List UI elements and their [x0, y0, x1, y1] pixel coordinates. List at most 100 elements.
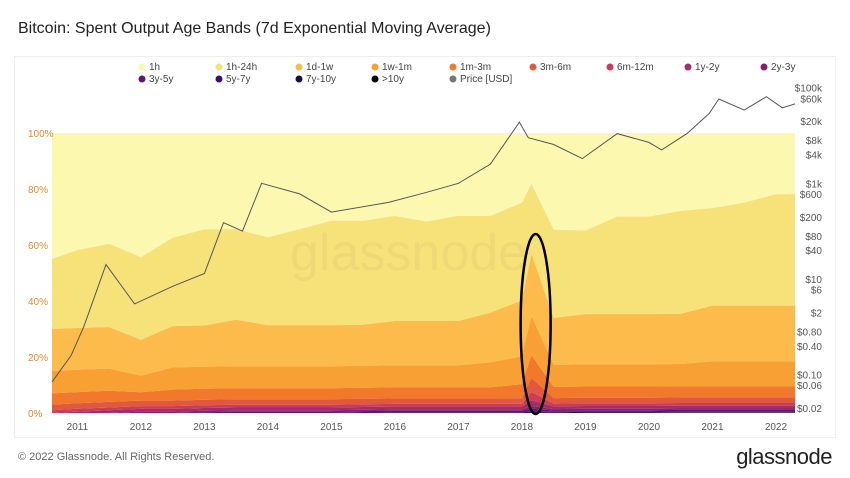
x-tick-label: 2011	[67, 422, 89, 433]
legend-marker-icon	[760, 63, 768, 71]
legend-label: 1d-1w	[306, 62, 334, 73]
annotation-ellipse	[519, 232, 552, 416]
legend-label: 1w-1m	[382, 62, 412, 73]
area-1y2y	[52, 400, 795, 413]
legend-marker-icon	[449, 75, 457, 83]
legend-marker-icon	[295, 75, 303, 83]
legend-item[interactable]: 3y-5y	[138, 74, 174, 85]
y-right-tick-label: $0.10	[797, 371, 822, 382]
legend-marker-icon	[606, 63, 614, 71]
legend-item[interactable]: 6m-12m	[606, 62, 654, 73]
y-right-tick-label: $80	[805, 232, 822, 243]
legend: 1h 1h-24h 1d-1w 1w-1m 1m-3m 3m-6m 6m-12m 1y-2y 2…	[138, 62, 796, 85]
legend-label: 7y-10y	[306, 74, 336, 85]
legend-marker-icon	[684, 63, 692, 71]
chart-card	[14, 56, 836, 438]
legend-item[interactable]: 1h-24h	[215, 62, 258, 73]
x-tick-label: 2015	[320, 422, 343, 433]
legend-item[interactable]: 1y-2y	[684, 62, 720, 73]
y-right-tick-label: $0.02	[797, 404, 822, 415]
area-1m3m	[52, 355, 795, 405]
legend-label: 5y-7y	[226, 74, 250, 85]
y-right-tick-label: $20k	[800, 117, 823, 128]
legend-label: 2y-3y	[771, 62, 795, 73]
y-right-tick-label: $40	[805, 246, 822, 257]
brand-logo: glassnode	[736, 444, 832, 469]
chart-title: Bitcoin: Spent Output Age Bands (7d Expo…	[18, 20, 491, 37]
area-1h	[52, 133, 795, 259]
y-right-tick-label: $0.06	[797, 381, 822, 392]
area-2y3y	[52, 406, 795, 413]
axes: 2011 2012 2013 2014 2015 2016 2017 2018 2019 2020…	[28, 84, 823, 433]
price-line	[51, 96, 796, 383]
area-7y10y	[52, 412, 795, 413]
legend-label: 1m-3m	[460, 62, 491, 73]
area-1h24h	[52, 183, 795, 340]
legend-item[interactable]: Price [USD]	[449, 74, 513, 85]
y-right-tick-label: $8k	[806, 136, 823, 147]
y-right-tick-label: $2	[811, 308, 823, 319]
area-1d1w	[52, 254, 795, 376]
legend-marker-icon	[215, 63, 223, 71]
area-1w1m	[52, 315, 795, 394]
x-tick-label: 2021	[701, 422, 724, 433]
legend-marker-icon	[371, 63, 379, 71]
y-right-tick-label: $0.40	[797, 342, 822, 353]
x-tick-label: 2022	[765, 422, 788, 433]
legend-label: 3y-5y	[149, 74, 173, 85]
annotation	[519, 232, 552, 416]
legend-label: >10y	[382, 74, 404, 85]
x-tick-label: 2017	[447, 422, 470, 433]
price-series	[51, 96, 796, 383]
y-right-tick-label: $100k	[795, 84, 823, 95]
legend-marker-icon	[215, 75, 223, 83]
copyright: © 2022 Glassnode. All Rights Reserved.	[18, 451, 215, 463]
legend-item[interactable]: 1d-1w	[295, 62, 335, 73]
area-3m6m	[52, 377, 795, 411]
y-right-tick-label: $200	[800, 213, 823, 224]
x-tick-label: 2016	[384, 422, 407, 433]
legend-label: 1y-2y	[695, 62, 719, 73]
legend-item[interactable]: 5y-7y	[215, 74, 251, 85]
y-right-tick-label: $60k	[800, 94, 823, 105]
legend-item[interactable]: 7y-10y	[295, 74, 337, 85]
y-left-tick-label: 20%	[28, 353, 48, 364]
area-5y7y	[52, 411, 795, 413]
x-tick-label: 2019	[574, 422, 597, 433]
watermark: glassnode	[290, 224, 527, 282]
legend-label: 3m-6m	[540, 62, 571, 73]
y-right-tick-label: $6	[811, 286, 823, 297]
legend-item[interactable]: 2y-3y	[760, 62, 796, 73]
y-right-tick-label: $600	[800, 190, 823, 201]
legend-label: 1h	[149, 62, 160, 73]
y-right-tick-label: $0.80	[797, 327, 822, 338]
y-right-tick-label: $1k	[806, 179, 823, 190]
y-left-tick-label: 60%	[28, 241, 48, 252]
legend-label: Price [USD]	[460, 74, 512, 85]
y-right-tick-label: $4k	[806, 151, 823, 162]
stacked-areas	[52, 133, 795, 413]
y-left-tick-label: 40%	[28, 297, 48, 308]
legend-marker-icon	[449, 63, 457, 71]
area-3y5y	[52, 408, 795, 413]
legend-item[interactable]: 1h	[138, 62, 161, 73]
x-tick-label: 2014	[257, 422, 280, 433]
y-right-tick-label: $10	[805, 275, 822, 286]
legend-item[interactable]: >10y	[371, 74, 404, 85]
legend-marker-icon	[138, 63, 146, 71]
legend-label: 6m-12m	[617, 62, 654, 73]
x-tick-label: 2013	[193, 422, 216, 433]
legend-marker-icon	[295, 63, 303, 71]
x-tick-label: 2020	[638, 422, 661, 433]
y-left-tick-label: 100%	[28, 129, 54, 140]
legend-item[interactable]: 1w-1m	[371, 62, 413, 73]
y-left-tick-label: 80%	[28, 185, 48, 196]
legend-marker-icon	[371, 75, 379, 83]
legend-marker-icon	[529, 63, 537, 71]
legend-item[interactable]: 1m-3m	[449, 62, 492, 73]
legend-item[interactable]: 3m-6m	[529, 62, 572, 73]
legend-marker-icon	[138, 75, 146, 83]
y-left-tick-label: 0%	[28, 409, 43, 420]
x-tick-label: 2012	[130, 422, 153, 433]
